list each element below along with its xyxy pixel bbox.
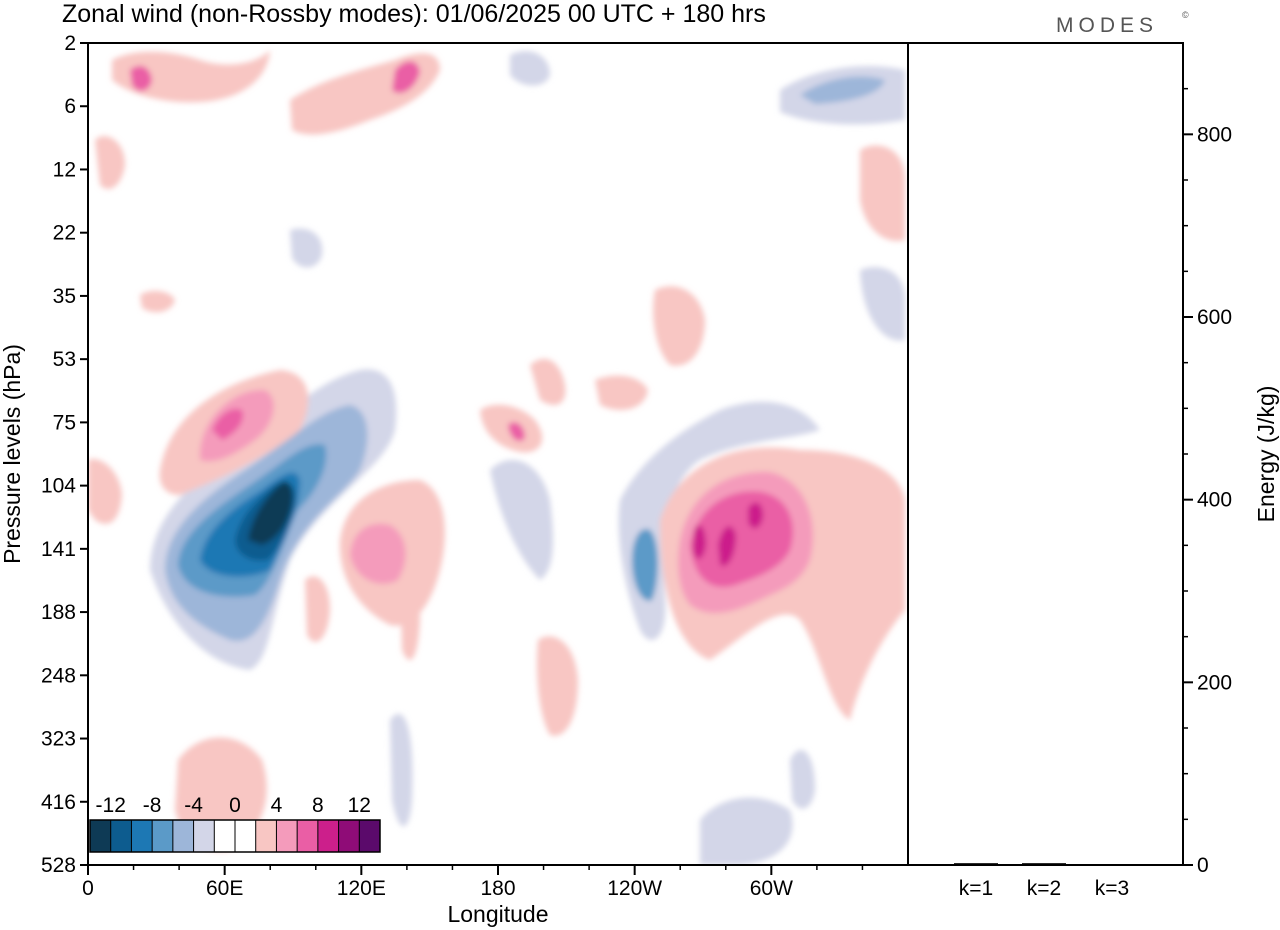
colorbar-label: -12 [96, 794, 126, 817]
x-tick-label: 180 [480, 877, 515, 900]
energy-bar [1090, 864, 1134, 866]
y-tick-label: 248 [41, 664, 76, 687]
colorbar-label: -4 [184, 794, 203, 817]
colorbar-swatch [131, 820, 153, 852]
x-tick-label: 60W [750, 877, 793, 900]
zonal-wind-heatmap [88, 43, 908, 865]
positive-region [112, 50, 270, 103]
energy-bar-label: k=1 [959, 877, 993, 900]
energy-bar-label: k=3 [1095, 877, 1129, 900]
energy-bar [1022, 863, 1066, 865]
negative-region [490, 460, 553, 580]
positive-region [400, 572, 420, 660]
colorbar-swatch [193, 820, 215, 852]
negative-region [248, 481, 293, 545]
colorbar-label: 8 [312, 794, 324, 817]
positive-region [530, 358, 566, 405]
y-tick-label: 2 [64, 32, 76, 55]
positive-region [693, 525, 706, 560]
energy-axis: 0 200 400 600 800 [1183, 87, 1232, 877]
positive-region [536, 636, 578, 736]
chart-title: Zonal wind (non-Rossby modes): 01/06/202… [62, 0, 766, 28]
positive-region [88, 459, 122, 524]
energy-panel-frame [907, 42, 1184, 866]
y-tick-label: 53 [53, 348, 76, 371]
energy-tick-label: 0 [1197, 854, 1209, 877]
negative-region [290, 228, 323, 268]
colorbar-label: 12 [348, 794, 371, 817]
negative-region [800, 76, 885, 104]
x-tick-label: 0 [82, 877, 94, 900]
negative-region [700, 797, 793, 865]
energy-axis-label: Energy (J/kg) [1253, 386, 1279, 523]
energy-tick-label: 600 [1197, 306, 1232, 329]
y-tick-label: 188 [41, 601, 76, 624]
y-tick-label: 6 [64, 95, 76, 118]
colorbar-swatch [110, 820, 132, 852]
colorbar-swatch [235, 820, 257, 852]
modes-logo-mark: © [1182, 10, 1189, 20]
colorbar-swatch [90, 820, 112, 852]
y-axis-label: Pressure levels (hPa) [0, 344, 25, 564]
y-tick-label: 22 [53, 222, 76, 245]
negative-region [510, 51, 550, 86]
y-tick-label: 323 [41, 728, 76, 751]
y-tick-label: 35 [53, 285, 76, 308]
energy-bar-label: k=2 [1027, 877, 1061, 900]
negative-region [860, 267, 905, 341]
y-tick-label: 416 [41, 791, 76, 814]
positive-region [595, 375, 648, 410]
y-axis: 2 6 12 22 35 53 75 104 141 188 248 323 416 528 [41, 32, 88, 877]
positive-region [718, 526, 736, 566]
y-tick-label: 75 [53, 411, 76, 434]
positive-region [508, 422, 525, 442]
negative-region [790, 750, 815, 809]
positive-region [690, 491, 793, 587]
energy-bars: k=1 k=2 k=3 [954, 863, 1134, 900]
modes-logo: MODES © [1056, 10, 1189, 37]
x-axis-label: Longitude [447, 901, 548, 927]
colorbar-swatch [317, 820, 340, 852]
negative-region [390, 713, 413, 827]
colorbar-swatch [255, 820, 277, 852]
x-tick-label: 120E [337, 877, 386, 900]
colorbar-swatch [297, 820, 319, 852]
colorbar-swatch [276, 820, 298, 852]
positive-region [860, 145, 905, 241]
y-tick-label: 104 [41, 475, 76, 498]
positive-region [305, 576, 330, 642]
x-tick-label: 60E [206, 877, 243, 900]
modes-logo-text: MODES [1056, 14, 1158, 37]
y-tick-label: 141 [41, 538, 76, 561]
y-tick-label: 12 [53, 158, 76, 181]
positive-region [653, 286, 705, 366]
colorbar: -12 -8 -4 0 4 8 12 [89, 794, 381, 853]
energy-tick-label: 400 [1197, 489, 1232, 512]
x-axis: 0 60E 120E 180 120W 60W [82, 865, 864, 900]
positive-region [140, 290, 175, 313]
x-tick-label: 120W [607, 877, 662, 900]
colorbar-swatch [172, 820, 195, 852]
negative-region [618, 401, 820, 640]
positive-region [350, 523, 406, 584]
positive-region [748, 502, 764, 529]
positive-region [95, 136, 125, 189]
colorbar-label: 0 [229, 794, 241, 817]
colorbar-label: -8 [143, 794, 162, 817]
colorbar-swatch [359, 820, 381, 852]
positive-region [212, 408, 244, 440]
positive-region [130, 65, 152, 92]
energy-bar [954, 863, 998, 865]
colorbar-swatch [338, 820, 360, 852]
positive-region [392, 61, 420, 94]
negative-region [632, 529, 658, 601]
y-tick-label: 528 [41, 854, 76, 877]
energy-tick-label: 800 [1197, 123, 1232, 146]
energy-tick-label: 200 [1197, 671, 1232, 694]
colorbar-swatch [214, 820, 236, 852]
colorbar-swatch [152, 820, 174, 852]
colorbar-frame [89, 819, 381, 853]
colorbar-label: 4 [271, 794, 283, 817]
